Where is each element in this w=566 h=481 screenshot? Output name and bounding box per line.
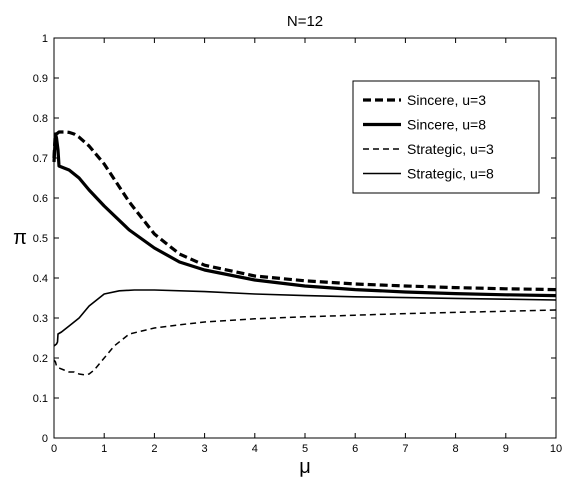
y-tick-label: 0 [42, 433, 48, 445]
x-tick-label: 1 [101, 443, 107, 455]
x-tick-label: 6 [352, 443, 358, 455]
legend-box [352, 80, 540, 194]
chart-title: N=12 [287, 13, 323, 30]
x-tick-label: 5 [302, 443, 308, 455]
y-tick-label: 0.2 [33, 353, 48, 365]
legend-label: Strategic, u=3 [407, 141, 494, 157]
x-tick-label: 8 [453, 443, 459, 455]
series-line-3 [53, 309, 557, 376]
y-tick-label: 0.5 [33, 233, 48, 245]
x-axis-label: μ [299, 456, 311, 478]
legend-label: Sincere, u=8 [407, 117, 486, 133]
x-tick-label: 2 [151, 443, 157, 455]
x-tick-label: 3 [202, 443, 208, 455]
y-tick-label: 0.6 [33, 193, 48, 205]
y-tick-label: 0.9 [33, 73, 48, 85]
y-tick-label: 0.1 [33, 393, 48, 405]
x-tick-label: 4 [252, 443, 258, 455]
legend-label: Strategic, u=8 [407, 166, 494, 182]
y-tick-label: 0.3 [33, 313, 48, 325]
y-axis-label: π [13, 227, 27, 249]
x-tick-label: 9 [503, 443, 509, 455]
x-tick-label: 0 [51, 443, 57, 455]
series-line-1 [52, 130, 557, 292]
series-line-2 [52, 132, 557, 298]
x-tick-label: 7 [402, 443, 408, 455]
series-line-4 [53, 289, 557, 347]
y-tick-label: 0.8 [33, 113, 48, 125]
legend: Sincere, u=3 Sincere, u=8 Strategic, u=3 St… [352, 80, 540, 194]
y-tick-label: 1 [42, 33, 48, 45]
plot-area: 0 1 2 3 4 5 6 7 8 9 10 0 0.1 0.2 0.3 0.4 0.5 0.6 0.7 0.8 0.9… [33, 33, 562, 455]
x-tick-label: 10 [550, 443, 562, 455]
y-tick-label: 0.7 [33, 153, 48, 165]
legend-label: Sincere, u=3 [407, 92, 486, 108]
y-tick-label: 0.4 [33, 273, 48, 285]
